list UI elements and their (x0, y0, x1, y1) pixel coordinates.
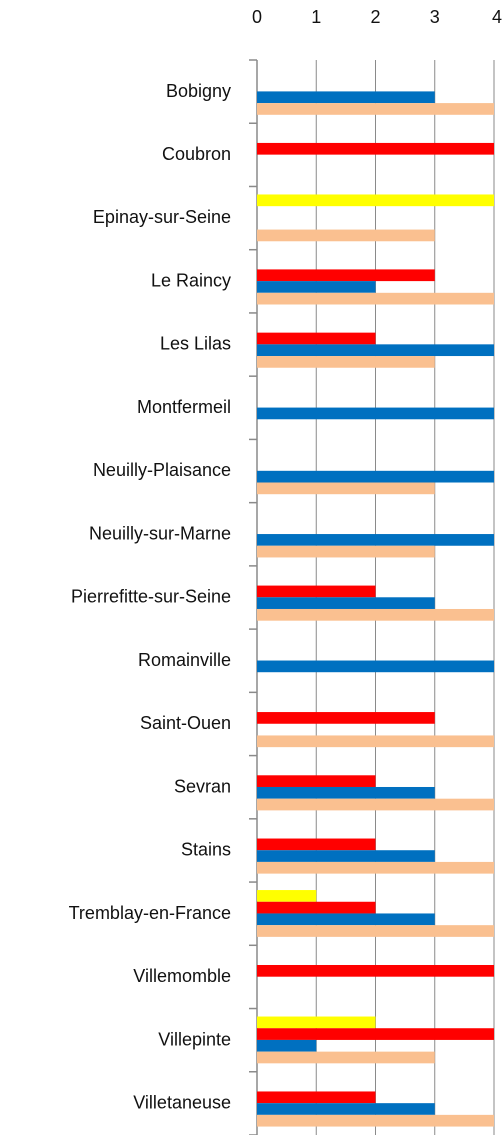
bar (257, 786, 435, 799)
bar (257, 775, 376, 787)
bar (257, 407, 494, 420)
bar (257, 585, 376, 598)
bar (257, 281, 376, 293)
y-tick-label: Les Lilas (160, 334, 231, 354)
bar (257, 913, 435, 926)
bar (257, 1103, 435, 1115)
bar (257, 482, 435, 495)
bar (257, 925, 494, 937)
bar (257, 1114, 494, 1127)
bar (257, 534, 494, 546)
bar (257, 850, 435, 862)
bar (257, 597, 435, 609)
bar (257, 142, 494, 155)
y-tick-label: Coubron (162, 144, 231, 164)
bar (257, 91, 435, 104)
y-tick-label: Bobigny (166, 81, 231, 101)
x-tick-label: 3 (430, 7, 440, 27)
y-tick-label: Pierrefitte-sur-Seine (71, 587, 231, 607)
y-tick-label: Epinay-sur-Seine (93, 207, 231, 227)
bar (257, 890, 317, 902)
bar (257, 1028, 494, 1040)
y-tick-label: Neuilly-Plaisance (93, 460, 231, 480)
y-tick-label: Le Raincy (151, 270, 231, 290)
bar (257, 344, 494, 357)
bar (257, 798, 494, 811)
y-tick-label: Neuilly-sur-Marne (89, 523, 231, 543)
y-tick-label: Sevran (174, 776, 231, 796)
bar (257, 838, 376, 851)
bar (257, 545, 435, 558)
bar (257, 861, 494, 874)
y-tick-label: Villepinte (158, 1029, 231, 1049)
x-tick-label: 2 (370, 7, 380, 27)
bar (257, 194, 494, 207)
y-tick-label: Saint-Ouen (140, 713, 231, 733)
bar (257, 1051, 435, 1064)
bar (257, 470, 494, 483)
x-tick-label: 0 (252, 7, 262, 27)
y-tick-label: Romainville (138, 650, 231, 670)
y-tick-label: Villemomble (133, 966, 231, 986)
bar (257, 103, 494, 115)
y-tick-label: Villetaneuse (133, 1093, 231, 1113)
bar (257, 901, 376, 914)
bar (257, 332, 376, 345)
bar (257, 292, 494, 305)
bar (257, 1091, 376, 1104)
bar (257, 1039, 317, 1052)
bar (257, 269, 435, 282)
x-tick-label: 4 (492, 7, 502, 27)
bar (257, 735, 494, 748)
bar (257, 964, 494, 977)
x-tick-label: 1 (311, 7, 321, 27)
bar (257, 660, 494, 673)
y-tick-label: Stains (181, 840, 231, 860)
bar (257, 229, 435, 242)
bar (257, 712, 435, 724)
bar (257, 356, 435, 368)
y-tick-label: Montfermeil (137, 397, 231, 417)
bar (257, 1016, 376, 1029)
y-tick-label: Tremblay-en-France (69, 903, 231, 923)
bar (257, 608, 494, 621)
